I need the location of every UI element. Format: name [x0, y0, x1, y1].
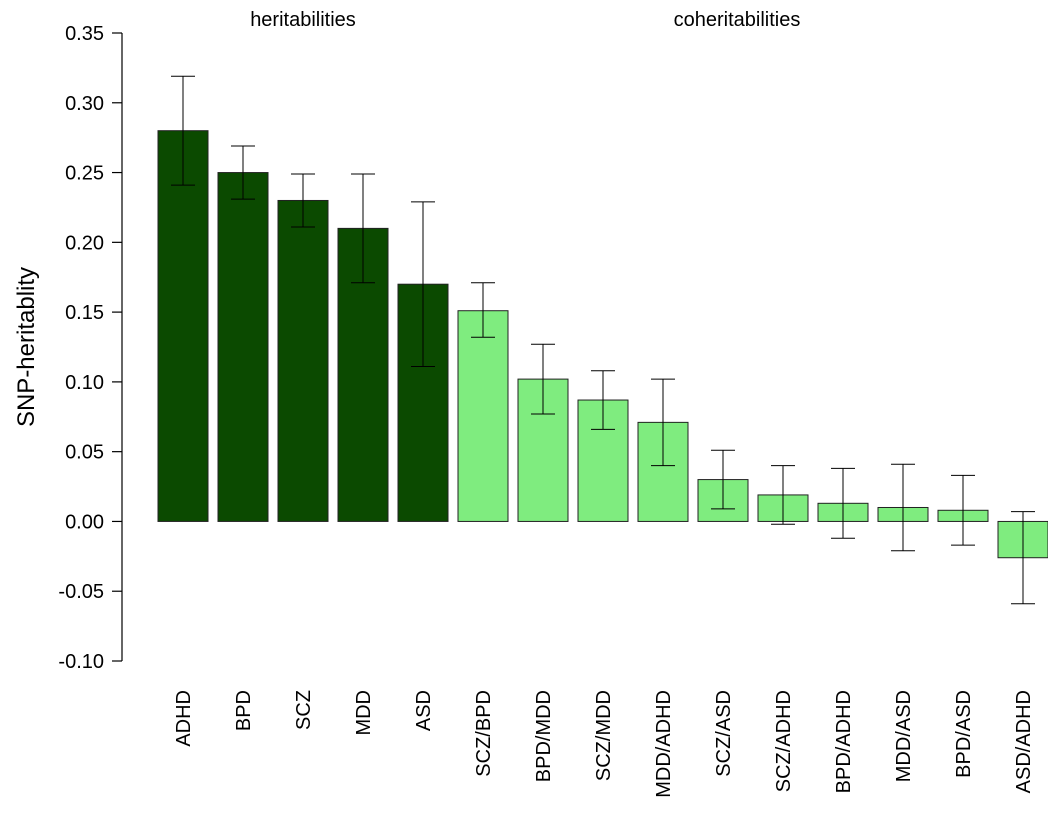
- bar-scz: [277, 199, 329, 522]
- y-axis-title: SNP-heritablity: [13, 267, 40, 427]
- error-bar: [231, 145, 255, 200]
- group-labels: heritabilities coheritabilities: [250, 9, 800, 31]
- x-category-label: SCZ/MDD: [593, 690, 615, 781]
- x-category-label: MDD: [353, 690, 375, 736]
- bar-adhd: [157, 130, 209, 522]
- bar-bpd: [217, 172, 269, 522]
- error-bar: [171, 75, 195, 186]
- x-category-label: ADHD: [173, 690, 195, 747]
- x-category-label: SCZ/ASD: [713, 690, 735, 777]
- error-bar: [1011, 511, 1035, 605]
- y-axis: -0.10 -0.05 0.00 0.05 0.10 0.15 0.20 0.25 0.30 0.…: [58, 23, 123, 673]
- y-tick-label: 0.20: [65, 232, 104, 254]
- y-tick-label: 0.30: [65, 93, 104, 115]
- x-category-label: MDD/ASD: [893, 690, 915, 782]
- error-bar: [831, 467, 855, 539]
- x-axis-labels: ADHD BPD SCZ MDD ASD SCZ/BPD BPD/MDD SCZ/MDD MDD…: [173, 690, 1035, 798]
- y-tick-label: 0.05: [65, 442, 104, 464]
- error-bar: [951, 474, 975, 546]
- error-bar: [711, 449, 735, 510]
- x-category-label: SCZ: [293, 690, 315, 730]
- x-category-label: BPD/MDD: [533, 690, 555, 782]
- y-tick-label: 0.35: [65, 23, 104, 45]
- error-bar: [351, 173, 375, 284]
- y-tick-label: 0.10: [65, 372, 104, 394]
- error-bar: [771, 465, 795, 525]
- x-category-label: ASD/ADHD: [1013, 690, 1035, 793]
- x-category-label: ASD: [413, 690, 435, 731]
- error-bar: [291, 173, 315, 228]
- error-bar: [471, 282, 495, 338]
- bars: [157, 130, 1048, 559]
- x-category-label: BPD/ADHD: [833, 690, 855, 793]
- x-category-label: BPD: [233, 690, 255, 731]
- group-label-coheritabilities: coheritabilities: [674, 9, 801, 31]
- error-bar: [891, 463, 915, 552]
- error-bars: [171, 75, 1035, 605]
- y-tick-label: -0.05: [58, 581, 104, 603]
- x-category-label: BPD/ASD: [953, 690, 975, 778]
- error-bar: [531, 343, 555, 415]
- y-tick-label: -0.10: [58, 651, 104, 673]
- x-category-label: SCZ/BPD: [473, 690, 495, 777]
- y-tick-label: 0.00: [65, 511, 104, 533]
- group-label-heritabilities: heritabilities: [250, 9, 356, 31]
- bar-scz-bpd: [457, 310, 509, 522]
- y-tick-label: 0.25: [65, 163, 104, 185]
- error-bar: [411, 201, 435, 368]
- x-category-label: MDD/ADHD: [653, 690, 675, 798]
- error-bar: [651, 378, 675, 467]
- x-category-label: SCZ/ADHD: [773, 690, 795, 792]
- error-bar: [591, 370, 615, 430]
- y-tick-label: 0.15: [65, 302, 104, 324]
